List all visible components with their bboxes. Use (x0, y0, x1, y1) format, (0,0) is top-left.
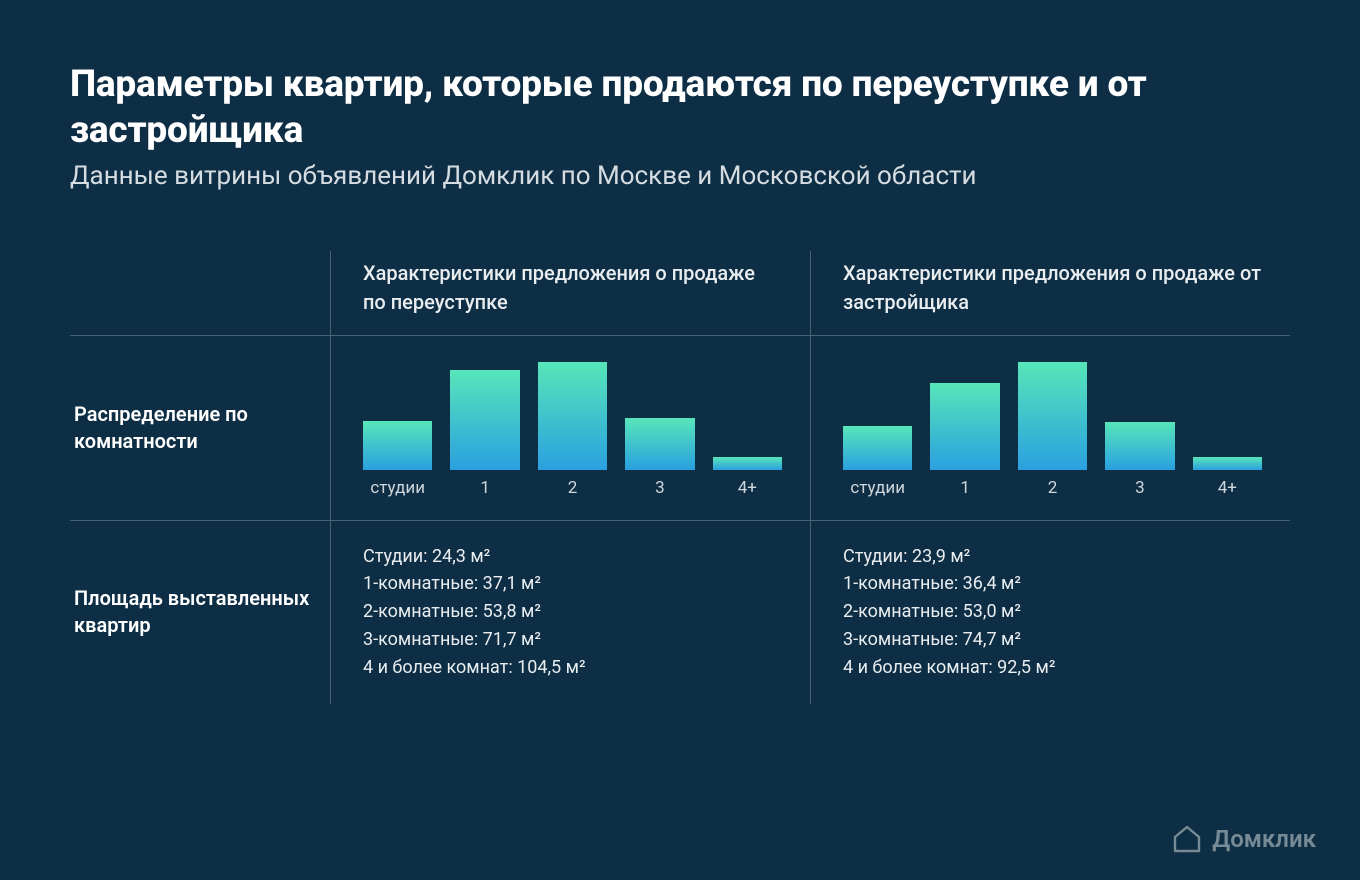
row-label-cell: Площадь выставленных квартир (70, 521, 330, 704)
area-cell-0: Студии: 24,3 м²1-комнатные: 37,1 м²2-ком… (330, 521, 810, 704)
infographic-page: Параметры квартир, которые продаются по … (0, 0, 1360, 704)
area-cell-1: Студии: 23,9 м²1-комнатные: 36,4 м²2-ком… (810, 521, 1290, 704)
bar-label: 1 (960, 478, 970, 498)
bar-label: 3 (655, 478, 665, 498)
chart-cell-1: студии 1 2 3 4+ (810, 336, 1290, 520)
column-header-0: Характеристики предложения о продаже по … (330, 251, 810, 335)
bar-label: 3 (1135, 478, 1145, 498)
bar (538, 362, 607, 470)
bar-label: студии (850, 478, 905, 498)
grid-header-row: Характеристики предложения о продаже по … (70, 251, 1290, 335)
data-grid: Характеристики предложения о продаже по … (70, 251, 1290, 704)
bar-chart-0: студии 1 2 3 4+ (363, 358, 782, 498)
row-label-cell: Распределение по комнатности (70, 336, 330, 520)
bar-label: студии (370, 478, 425, 498)
brand-name: Домклик (1212, 825, 1316, 853)
area-line: 1-комнатные: 36,4 м² (843, 570, 1262, 598)
bar (1105, 422, 1174, 470)
bar-label: 1 (480, 478, 490, 498)
area-list-1: Студии: 23,9 м²1-комнатные: 36,4 м²2-ком… (843, 543, 1262, 682)
bar-2: 2 (538, 362, 607, 498)
header-spacer (70, 251, 330, 335)
bar-label: 4+ (1218, 478, 1237, 498)
row-label: Распределение по комнатности (74, 401, 312, 455)
bar (1193, 457, 1262, 470)
bar (1018, 362, 1087, 470)
area-list-0: Студии: 24,3 м²1-комнатные: 37,1 м²2-ком… (363, 543, 782, 682)
bar-label: 2 (568, 478, 578, 498)
bar (625, 418, 694, 470)
bar-2: 2 (1018, 362, 1087, 498)
bar-3: 3 (625, 418, 694, 498)
chart-cell-0: студии 1 2 3 4+ (330, 336, 810, 520)
column-header-text: Характеристики предложения о продаже по … (363, 259, 782, 317)
area-line: 3-комнатные: 71,7 м² (363, 626, 782, 654)
bar-студии: студии (843, 426, 912, 497)
bar (930, 383, 999, 469)
bar-3: 3 (1105, 422, 1174, 498)
area-line: 4 и более комнат: 92,5 м² (843, 654, 1262, 682)
page-title: Параметры квартир, которые продаются по … (70, 62, 1290, 155)
bar-4+: 4+ (1193, 457, 1262, 498)
column-header-1: Характеристики предложения о продаже от … (810, 251, 1290, 335)
row-label: Площадь выставленных квартир (74, 585, 312, 639)
bar (450, 370, 519, 469)
bar-студии: студии (363, 421, 432, 498)
bar (363, 421, 432, 470)
bar (843, 426, 912, 469)
bar-4+: 4+ (713, 457, 782, 498)
bar-1: 1 (930, 383, 999, 497)
column-header-text: Характеристики предложения о продаже от … (843, 259, 1262, 317)
area-line: 3-комнатные: 74,7 м² (843, 626, 1262, 654)
area-line: 2-комнатные: 53,0 м² (843, 598, 1262, 626)
area-line: 2-комнатные: 53,8 м² (363, 598, 782, 626)
bar-chart-1: студии 1 2 3 4+ (843, 358, 1262, 498)
bar-label: 4+ (738, 478, 757, 498)
area-line: Студии: 23,9 м² (843, 543, 1262, 571)
grid-row-area: Площадь выставленных квартир Студии: 24,… (70, 520, 1290, 704)
grid-row-distribution: Распределение по комнатности студии 1 2 3 4+… (70, 335, 1290, 520)
house-icon (1172, 824, 1202, 854)
area-line: Студии: 24,3 м² (363, 543, 782, 571)
area-line: 1-комнатные: 37,1 м² (363, 570, 782, 598)
bar-label: 2 (1048, 478, 1058, 498)
bar (713, 457, 782, 470)
page-subtitle: Данные витрины объявлений Домклик по Мос… (70, 161, 1290, 191)
bar-1: 1 (450, 370, 519, 497)
brand-logo: Домклик (1172, 824, 1316, 854)
area-line: 4 и более комнат: 104,5 м² (363, 654, 782, 682)
